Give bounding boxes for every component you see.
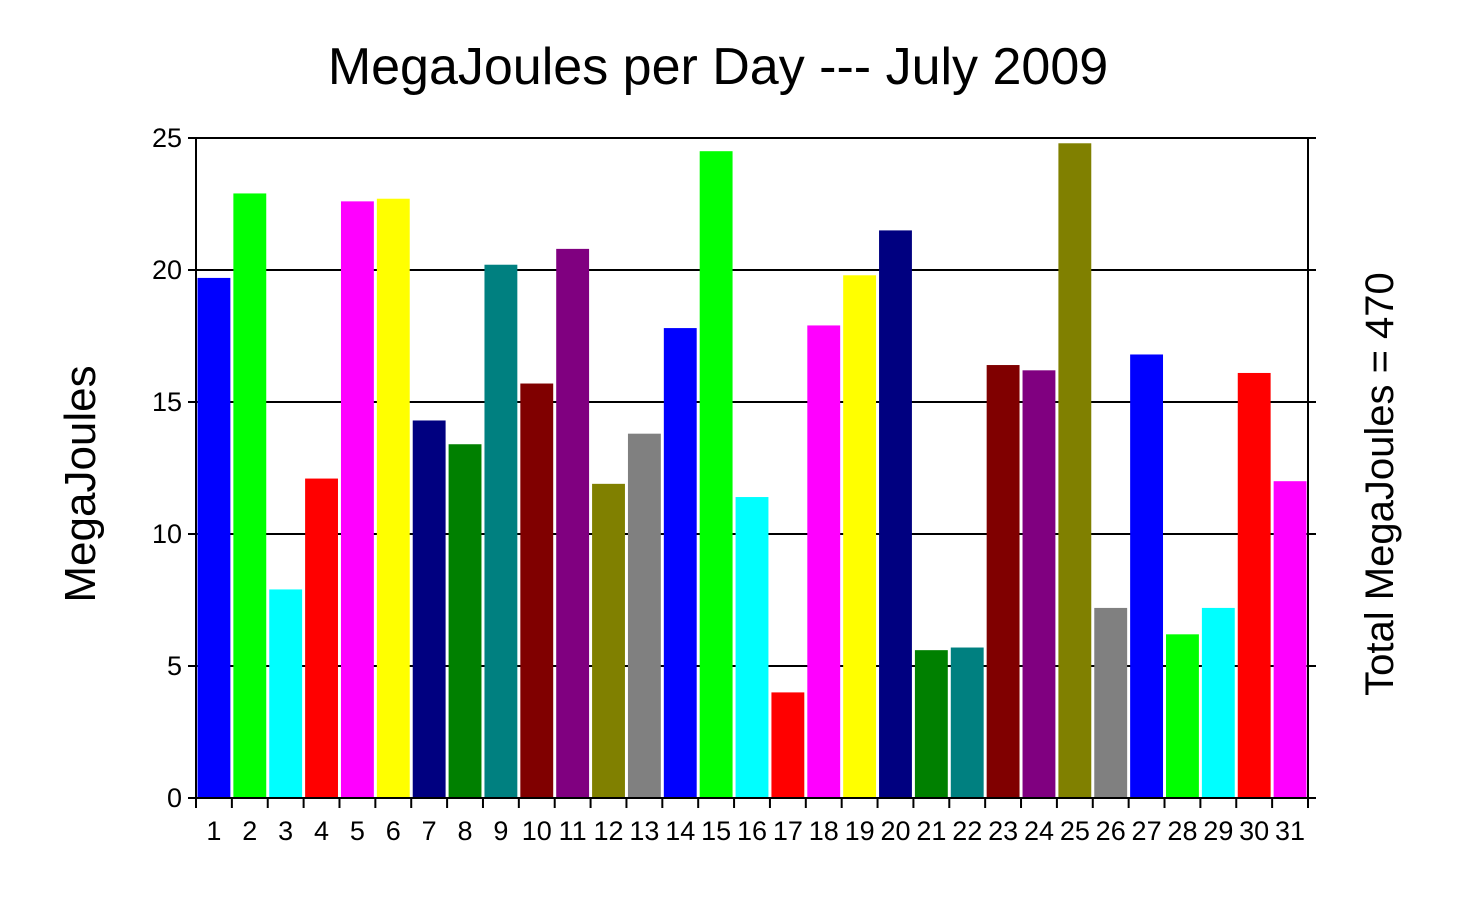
x-tick-label-7: 7 [422, 816, 437, 846]
bar-day-13 [627, 433, 661, 798]
bar-day-2 [233, 193, 267, 798]
bar-day-29 [1201, 607, 1235, 798]
bar-day-27 [1130, 354, 1164, 798]
bar-day-22 [950, 647, 984, 798]
x-tick-label-10: 10 [522, 816, 552, 846]
x-tick-label-2: 2 [242, 816, 257, 846]
x-tick-label-6: 6 [386, 816, 401, 846]
bar-day-30 [1237, 372, 1271, 798]
bars [197, 143, 1307, 799]
x-tick-label-12: 12 [593, 816, 623, 846]
bar-day-11 [556, 248, 590, 798]
x-tick-label-29: 29 [1203, 816, 1233, 846]
x-tick-labels: 1 2 3 4 5 6 7 8 9 10 11 12 13 14 15 16 17 18 19 20 21 22 23 24 2… [206, 816, 1305, 846]
x-tick-label-18: 18 [809, 816, 839, 846]
x-tick-label-9: 9 [493, 816, 508, 846]
bar-day-7 [412, 420, 446, 798]
x-tick-label-22: 22 [952, 816, 982, 846]
y-tick-label-15: 15 [152, 387, 182, 417]
bar-day-31 [1273, 481, 1307, 798]
y-tick-label-25: 25 [152, 123, 182, 153]
bar-day-15 [699, 151, 733, 798]
x-tick-label-25: 25 [1060, 816, 1090, 846]
y-tick-label-5: 5 [167, 651, 182, 681]
bar-day-1 [197, 277, 231, 798]
x-tick-label-19: 19 [845, 816, 875, 846]
x-tick-label-15: 15 [701, 816, 731, 846]
chart-title: MegaJoules per Day --- July 2009 [328, 38, 1108, 96]
bar-day-10 [520, 383, 554, 798]
bar-day-20 [879, 230, 912, 798]
bar-day-16 [735, 497, 769, 798]
bar-day-6 [376, 198, 410, 799]
x-tick-label-23: 23 [988, 816, 1018, 846]
bar-day-23 [986, 365, 1020, 798]
bar-day-4 [305, 478, 338, 798]
bar-day-18 [807, 325, 841, 798]
bar-day-28 [1166, 634, 1199, 798]
y-tick-label-0: 0 [167, 783, 182, 813]
axes [188, 137, 1316, 808]
x-tick-label-21: 21 [916, 816, 946, 846]
x-tick-label-24: 24 [1024, 816, 1054, 846]
total-megajoules-label: Total MegaJoules = 470 [1358, 272, 1402, 696]
bar-day-17 [771, 692, 805, 798]
bar-day-8 [448, 444, 482, 798]
bar-day-24 [1022, 370, 1056, 798]
x-tick-label-31: 31 [1275, 816, 1305, 846]
bar-day-21 [914, 650, 948, 798]
x-tick-label-28: 28 [1167, 816, 1197, 846]
bar-day-9 [484, 264, 518, 799]
bar-day-5 [340, 201, 374, 799]
x-tick-label-11: 11 [559, 816, 587, 846]
bar-day-25 [1058, 143, 1092, 798]
bar-day-14 [663, 328, 697, 798]
bar-day-26 [1094, 607, 1128, 798]
x-tick-label-16: 16 [737, 816, 767, 846]
x-tick-label-5: 5 [350, 816, 365, 846]
x-tick-label-4: 4 [314, 816, 329, 846]
y-tick-labels: 0 5 10 15 20 25 [152, 123, 182, 813]
x-tick-label-17: 17 [773, 816, 803, 846]
x-tick-label-30: 30 [1239, 816, 1269, 846]
x-tick-label-1: 1 [206, 816, 221, 846]
x-tick-label-14: 14 [665, 816, 695, 846]
bar-day-3 [269, 589, 303, 798]
bar-day-19 [843, 275, 877, 798]
y-tick-label-20: 20 [152, 255, 182, 285]
y-tick-label-10: 10 [152, 519, 182, 549]
x-tick-label-20: 20 [880, 816, 910, 846]
x-tick-label-13: 13 [629, 816, 659, 846]
x-tick-label-8: 8 [458, 816, 473, 846]
y-axis-label: MegaJoules [56, 365, 105, 602]
bar-day-12 [592, 483, 625, 798]
x-tick-label-3: 3 [278, 816, 293, 846]
x-tick-label-27: 27 [1132, 816, 1162, 846]
x-tick-label-26: 26 [1096, 816, 1126, 846]
